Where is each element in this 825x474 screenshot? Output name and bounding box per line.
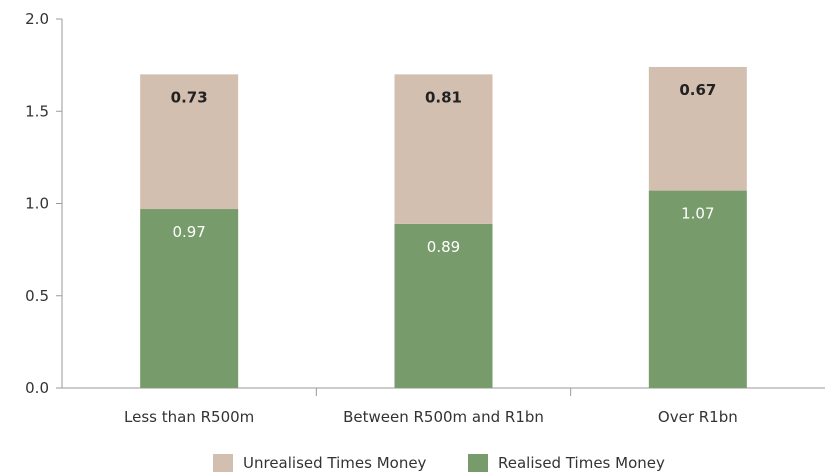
- legend-swatch: [213, 454, 233, 472]
- legend-label: Unrealised Times Money: [243, 454, 427, 472]
- legend-label: Realised Times Money: [498, 454, 665, 472]
- bar-realised: [394, 223, 493, 388]
- y-tick-label: 0.0: [25, 379, 49, 397]
- legend: Unrealised Times Money Realised Times Mon…: [213, 454, 665, 472]
- x-tick-label: Between R500m and R1bn: [343, 408, 544, 426]
- x-tick-label: Over R1bn: [658, 408, 738, 426]
- y-tick-label: 1.0: [25, 195, 49, 213]
- y-tick-label: 0.5: [25, 287, 49, 305]
- data-label: 0.81: [425, 88, 462, 106]
- y-axis: 0.0 0.5 1.0 1.5 2.0: [25, 10, 62, 397]
- bar-unrealised: [140, 74, 239, 210]
- data-label: 0.97: [172, 223, 205, 241]
- data-label: 1.07: [681, 205, 714, 223]
- bar-realised: [140, 209, 239, 388]
- bar-unrealised: [648, 66, 747, 191]
- data-label: 0.73: [171, 88, 208, 106]
- bars: 0.97 0.73 0.89 0.81 1.07 0.67: [140, 66, 747, 388]
- data-label: 0.89: [427, 238, 460, 256]
- y-tick-label: 2.0: [25, 10, 49, 28]
- data-label: 0.67: [679, 81, 716, 99]
- bar-unrealised: [394, 74, 493, 224]
- x-tick-label: Less than R500m: [124, 408, 254, 426]
- bar-realised: [648, 190, 747, 388]
- x-axis: Less than R500m Between R500m and R1bn Ove…: [124, 408, 738, 426]
- legend-swatch: [468, 454, 488, 472]
- y-tick-label: 1.5: [25, 102, 49, 120]
